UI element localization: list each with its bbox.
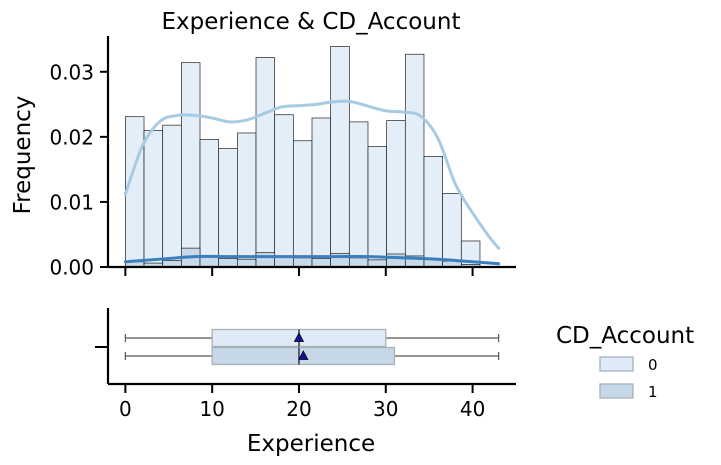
histogram-bar: [274, 256, 294, 268]
histogram-bar: [199, 256, 220, 268]
y-tick-label: 0.02: [49, 125, 94, 149]
y-tick-label: 0.03: [49, 60, 94, 84]
histogram-bar: [386, 120, 406, 268]
histogram-bar: [255, 57, 276, 268]
x-axis-label: Experience: [247, 431, 375, 457]
histogram-bar: [367, 146, 388, 268]
legend-label: 1: [648, 383, 658, 401]
histogram-bar: [348, 121, 369, 268]
histogram-bar: [236, 258, 257, 268]
histogram-bar: [255, 252, 276, 268]
legend-swatch: [599, 356, 634, 372]
histogram-bar: [292, 140, 313, 268]
histogram-bar: [143, 130, 164, 268]
histogram-panel: 0.00 0.01 0.02 0.03: [49, 36, 516, 280]
y-tick-label: 0.01: [49, 190, 94, 214]
legend-label: 0: [648, 356, 658, 374]
legend-title: CD_Account: [556, 323, 694, 349]
histogram-bar: [162, 124, 182, 268]
histogram-bar: [311, 117, 332, 268]
kde-line: [123, 99, 501, 250]
histogram-bar: [218, 148, 238, 268]
legend-swatch: [599, 383, 634, 399]
histogram-bar: [404, 53, 425, 268]
histogram-bar: [292, 257, 313, 268]
histogram-bar: [330, 46, 350, 268]
x-tick-label: 40: [460, 397, 485, 421]
x-tick-label: 0: [119, 397, 132, 421]
histogram-bar: [274, 114, 294, 268]
x-tick-label: 30: [373, 397, 398, 421]
histogram-bar: [348, 257, 369, 268]
histogram-bar: [423, 156, 443, 268]
histogram-bar: [442, 193, 462, 268]
legend: CD_Account 0 1: [556, 323, 694, 401]
histogram-bar: [199, 139, 220, 268]
histogram-bar: [125, 116, 145, 268]
kde-line: [123, 254, 501, 266]
histogram-bar: [181, 62, 201, 268]
x-tick-label: 20: [286, 397, 311, 421]
y-tick-label: 0.00: [49, 256, 94, 280]
histogram-bar: [236, 132, 257, 268]
mean-marker: [293, 332, 305, 342]
mean-marker: [298, 350, 309, 360]
histogram-bar: [311, 258, 332, 268]
y-axis-label: Frequency: [10, 96, 36, 215]
chart-title: Experience & CD_Account: [162, 9, 461, 35]
boxplot-panel: 0 10 20 30 40: [95, 308, 516, 421]
x-tick-label: 10: [199, 397, 224, 421]
histogram-bar: [218, 258, 238, 268]
